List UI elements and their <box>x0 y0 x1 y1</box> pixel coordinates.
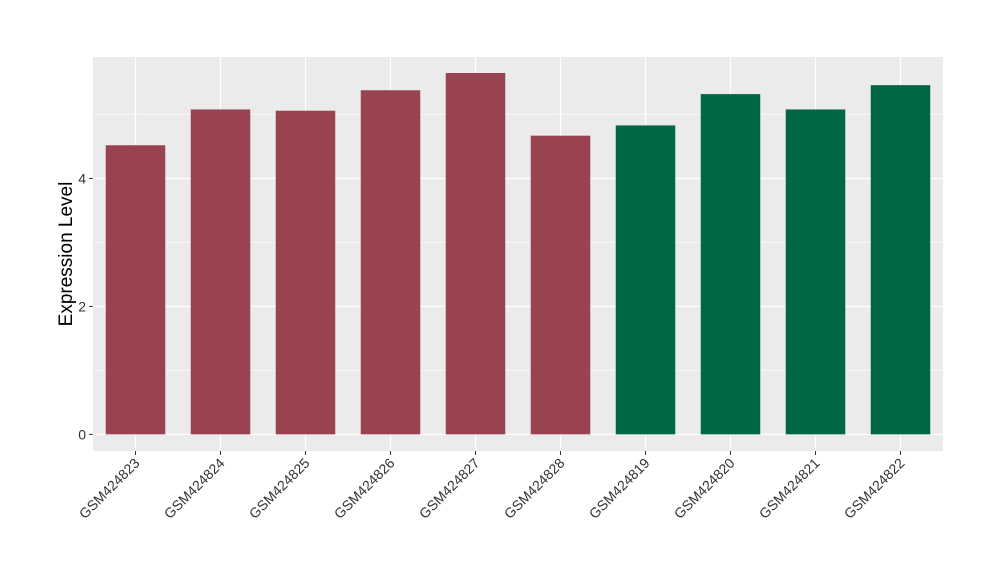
y-axis-title: Expression Level <box>56 182 77 327</box>
bar-GSM424822 <box>870 85 931 435</box>
bar-GSM424825 <box>275 110 336 435</box>
x-tick-label: GSM424825 <box>246 455 313 522</box>
x-tick-label: GSM424823 <box>76 455 143 522</box>
x-tick-label: GSM424824 <box>161 455 228 522</box>
x-tick-label: GSM424827 <box>416 455 483 522</box>
y-axis: 0 2 4 <box>78 171 93 442</box>
bar-GSM424823 <box>105 145 166 435</box>
bar-GSM424828 <box>530 135 591 435</box>
y-tick-label: 4 <box>78 171 86 187</box>
bar-GSM424821 <box>785 109 846 435</box>
x-axis: GSM424823 GSM424824 GSM424825 GSM424826 GSM4… <box>76 451 908 522</box>
bar-GSM424827 <box>445 72 506 435</box>
y-tick-label: 0 <box>78 426 86 442</box>
x-tick-label: GSM424822 <box>841 455 908 522</box>
x-tick-label: GSM424820 <box>671 455 738 522</box>
bar-GSM424820 <box>700 94 761 435</box>
x-tick-label: GSM424828 <box>501 455 568 522</box>
bar-GSM424819 <box>615 125 676 435</box>
bar-GSM424824 <box>190 109 251 435</box>
y-tick-label: 2 <box>78 298 86 314</box>
x-tick-label: GSM424819 <box>586 455 653 522</box>
bars <box>105 72 931 435</box>
bar-GSM424826 <box>360 90 421 435</box>
x-tick-label: GSM424821 <box>756 455 823 522</box>
x-tick-label: GSM424826 <box>331 455 398 522</box>
